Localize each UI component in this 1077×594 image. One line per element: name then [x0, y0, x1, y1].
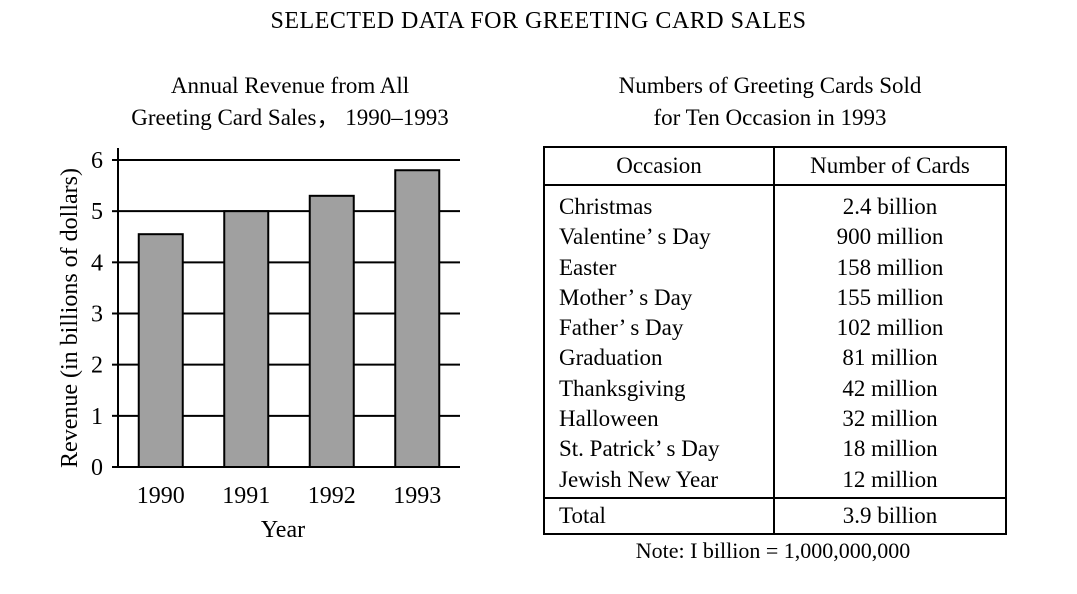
y-tick-label: 1: [91, 404, 103, 430]
chart-title-line-1: Annual Revenue from All: [170, 73, 410, 98]
number-column: 2.4 billion 900 million 158 million 155 mil…: [773, 184, 1007, 499]
bar: [223, 210, 270, 468]
occasion-cell: St. Patrick’ s Day: [559, 436, 720, 462]
y-tick-label: 0: [91, 455, 103, 481]
y-tick-label: 4: [91, 250, 103, 276]
y-tick-label: 3: [91, 302, 103, 328]
total-label: Total: [543, 496, 775, 535]
revenue-bar-chart: 0 1 2 3 4 5 6 1990 1991 1992 1993 Year Revenue (in b…: [57, 148, 460, 543]
bar: [137, 233, 184, 468]
occasion-cell: Halloween: [559, 406, 659, 432]
total-value: 3.9 billion: [773, 496, 1007, 535]
table-title-line-1: Numbers of Greeting Cards Sold: [618, 73, 922, 98]
occasion-cell: Jewish New Year: [559, 466, 719, 492]
number-cell: 155 million: [836, 284, 944, 310]
occasion-cell: Graduation: [559, 345, 663, 371]
table-title-line-2: for Ten Occasion in 1993: [653, 105, 887, 130]
number-cell: 12 million: [842, 466, 938, 492]
number-cell: 18 million: [842, 436, 938, 462]
occasion-cell: Father’ s Day: [559, 315, 684, 341]
table-title: Numbers of Greeting Cards Sold for Ten O…: [540, 70, 1000, 134]
number-cell: 81 million: [842, 345, 938, 371]
chart-title: Annual Revenue from All Greeting Card Sa…: [80, 70, 500, 134]
table-header-row: Occasion Number of Cards: [543, 146, 1007, 186]
header-occasion: Occasion: [543, 146, 775, 186]
y-tick-label: 2: [91, 353, 103, 379]
x-axis-label: Year: [261, 517, 305, 543]
number-cell: 2.4 billion: [842, 194, 938, 219]
number-cell: 158 million: [836, 254, 944, 280]
occasion-cell: Valentine’ s Day: [559, 224, 711, 250]
chart-title-line-2: Greeting Card Sales， 1990–1993: [131, 105, 449, 130]
table-body-row: Christmas Valentine’ s Day Easter Mother’ s…: [543, 184, 1007, 499]
y-tick-label: 6: [91, 148, 103, 174]
x-tick-label: 1993: [393, 483, 441, 509]
note: Note: I billion = 1,000,000,000: [635, 538, 911, 563]
number-cell: 42 million: [842, 375, 938, 401]
occasion-cell: Thanksgiving: [559, 375, 686, 401]
bar: [394, 169, 441, 468]
occasion-cell: Christmas: [559, 194, 653, 219]
x-tick-label: 1991: [222, 483, 270, 509]
greeting-cards-table: Occasion Number of Cards Christmas Valent…: [543, 146, 1007, 535]
x-tick-label: 1990: [137, 483, 185, 509]
occasion-cell: Mother’ s Day: [559, 284, 693, 310]
y-axis-label: Revenue (in billions of dollars): [57, 168, 83, 468]
y-tick-label: 5: [91, 199, 103, 225]
occasion-column: Christmas Valentine’ s Day Easter Mother’ s…: [543, 184, 775, 499]
bar: [308, 194, 355, 468]
table-total-row: Total 3.9 billion: [543, 496, 1007, 535]
header-number-of-cards: Number of Cards: [773, 146, 1007, 186]
main-title: SELECTED DATA FOR GREETING CARD SALES: [270, 8, 807, 34]
number-cell: 900 million: [836, 224, 944, 250]
occasion-cell: Easter: [559, 254, 617, 280]
x-tick-label: 1992: [308, 483, 356, 509]
number-cell: 32 million: [842, 406, 938, 432]
number-cell: 102 million: [836, 315, 944, 341]
